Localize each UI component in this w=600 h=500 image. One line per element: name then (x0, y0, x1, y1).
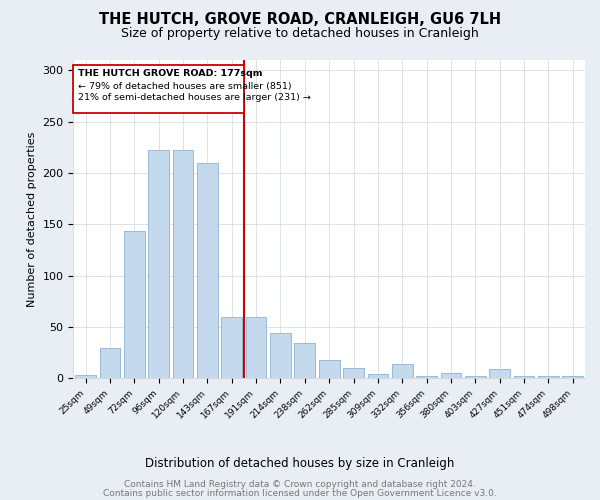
Bar (440, 373, 461, 378)
Bar (197, 162, 218, 378)
Bar (124, 232, 145, 378)
Bar (465, 376, 486, 378)
Text: ← 79% of detached houses are smaller (851): ← 79% of detached houses are smaller (85… (78, 82, 292, 90)
Bar (100, 348, 120, 378)
Text: Contains HM Land Registry data © Crown copyright and database right 2024.: Contains HM Land Registry data © Crown c… (124, 480, 476, 489)
Bar (343, 368, 364, 378)
FancyBboxPatch shape (73, 65, 244, 114)
Text: THE HUTCH GROVE ROAD: 177sqm: THE HUTCH GROVE ROAD: 177sqm (78, 69, 263, 78)
Bar (319, 360, 340, 378)
Text: THE HUTCH, GROVE ROAD, CRANLEIGH, GU6 7LH: THE HUTCH, GROVE ROAD, CRANLEIGH, GU6 7L… (99, 12, 501, 28)
Bar (173, 150, 193, 378)
Bar (148, 150, 169, 378)
Bar (270, 333, 291, 378)
Bar (392, 364, 413, 378)
Text: Contains public sector information licensed under the Open Government Licence v3: Contains public sector information licen… (103, 488, 497, 498)
Bar (368, 374, 388, 378)
Text: Size of property relative to detached houses in Cranleigh: Size of property relative to detached ho… (121, 28, 479, 40)
Text: Distribution of detached houses by size in Cranleigh: Distribution of detached houses by size … (145, 458, 455, 470)
Y-axis label: Number of detached properties: Number of detached properties (27, 132, 37, 307)
Bar (562, 376, 583, 378)
Bar (514, 376, 535, 378)
Bar (538, 376, 559, 378)
Bar (75, 375, 96, 378)
Bar (221, 316, 242, 378)
Text: 21% of semi-detached houses are larger (231) →: 21% of semi-detached houses are larger (… (78, 93, 311, 102)
Bar (295, 344, 315, 378)
Bar (416, 376, 437, 378)
Bar (490, 369, 510, 378)
Bar (246, 316, 266, 378)
